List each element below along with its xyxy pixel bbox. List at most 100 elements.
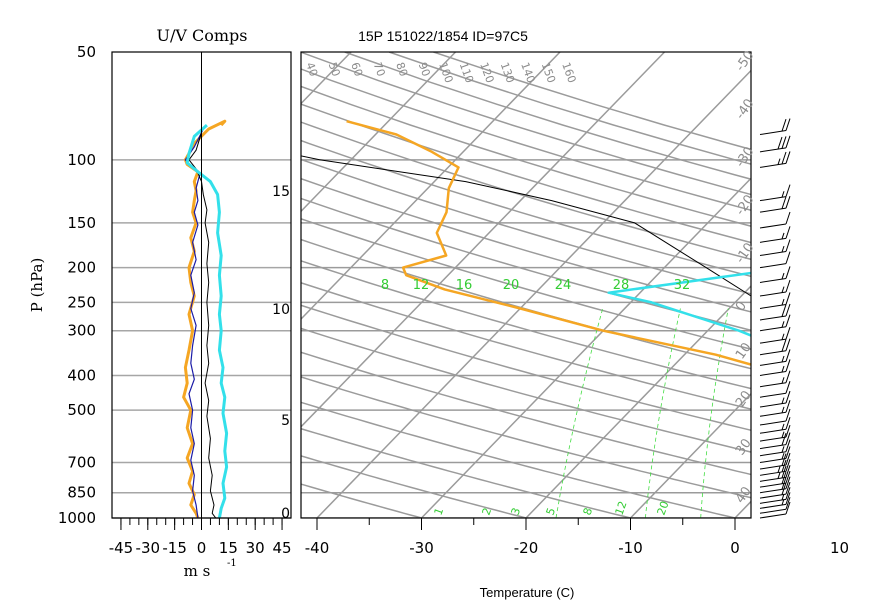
wind-barb-flag [785, 481, 791, 495]
dry-adiabat-label: 90 [416, 61, 433, 79]
wind-barb-half-flag [781, 365, 785, 373]
wind-barb-flag [785, 370, 791, 383]
wind-barb [759, 118, 791, 136]
wind-barb-shaft [759, 458, 787, 464]
mixing-ratio-line [555, 308, 604, 518]
wind-barb [759, 370, 791, 388]
mixing-ratio-label: 20 [503, 278, 520, 293]
uv-x-axis-title: m s [184, 562, 211, 580]
wind-barb-flag [785, 390, 791, 404]
wind-barb-shaft [759, 476, 787, 482]
wind-barb [759, 226, 791, 243]
wind-barb-shaft [759, 420, 787, 426]
pressure-tick-label: 700 [67, 454, 96, 472]
isotherm-edge-label: -20 [733, 192, 757, 218]
wind-barb-shaft [759, 382, 787, 388]
wind-barb-shaft [759, 303, 787, 309]
wind-barb-flag [785, 459, 791, 472]
wind-barb [759, 452, 791, 470]
wind-barb-flag [785, 303, 791, 317]
mixing-ratio-bottom-label: 8 [581, 506, 596, 517]
wind-barb-shaft [759, 315, 787, 321]
pressure-tick-label: 400 [67, 366, 96, 384]
wind-barb-shaft [759, 207, 787, 213]
wind-barb-half-flag [781, 397, 785, 404]
wind-barb [759, 266, 791, 283]
wind-barb-shaft [759, 503, 787, 509]
wind-barb-flag [785, 417, 791, 430]
dry-adiabat [301, 401, 736, 518]
dry-adiabat [301, 260, 751, 390]
wind-barb-flag [785, 226, 791, 239]
pressure-tick-label: 850 [67, 484, 96, 502]
dry-adiabat-label: 130 [498, 61, 517, 85]
wind-barb-flag [781, 453, 787, 466]
wind-barb [759, 359, 791, 376]
wind-barb-flag [785, 487, 791, 500]
mixing-ratio-label: 16 [456, 278, 473, 293]
wind-barb-shaft [759, 251, 787, 257]
wind-barb-half-flag [781, 298, 785, 306]
pressure-tick-label: 500 [67, 401, 96, 419]
wind-barb-shaft [759, 493, 787, 499]
wind-barb [759, 432, 791, 450]
dry-adiabat [301, 197, 751, 332]
isotherm-gridline [301, 52, 666, 428]
pressure-tick-label: 50 [77, 43, 96, 61]
isotherm-gridline [840, 52, 887, 518]
wind-barb [759, 292, 791, 309]
wind-barb-flag [785, 184, 791, 197]
height-km-label: 15 [272, 184, 290, 200]
wind-barb-half-flag [781, 191, 785, 198]
wind-barb [759, 492, 791, 509]
wind-barb [759, 446, 791, 464]
dry-adiabat-label: 80 [393, 61, 410, 79]
wind-barb-half-flag [777, 472, 781, 479]
dry-adiabat [301, 304, 751, 432]
wind-barb-flag [781, 304, 787, 317]
wind-barb [759, 390, 791, 408]
wind-barb [759, 408, 791, 426]
wind-barb-flag [785, 151, 791, 164]
wind-barb-half-flag [781, 452, 785, 460]
wind-barb [759, 239, 791, 257]
wind-barb-shaft [759, 130, 787, 136]
wind-barb [759, 303, 791, 321]
dry-adiabat [301, 483, 422, 518]
temperature-tick-label: -40 [305, 539, 330, 557]
wind-barb [759, 459, 791, 476]
isotherm-edge-label: 0 [733, 299, 750, 314]
wind-barb-shaft [759, 428, 787, 434]
isotherm-gridline [0, 52, 142, 518]
wind-barb-flag [785, 279, 791, 293]
uv-profile-line [188, 132, 217, 518]
isotherm-gridline [734, 500, 751, 518]
temperature-tick-label: 10 [830, 539, 849, 557]
wind-barb [759, 424, 791, 442]
wind-barb-half-flag [781, 321, 785, 328]
wind-barb-flag [781, 433, 787, 446]
wind-barb-flag [785, 338, 791, 351]
isotherm-gridline [525, 284, 751, 518]
mixing-ratio-line [700, 308, 729, 518]
wind-barb-flag [785, 424, 791, 438]
wind-barb [759, 417, 791, 434]
wind-barb-flag [781, 459, 787, 473]
wind-barb-shaft [759, 513, 787, 519]
wind-barb-flag [785, 465, 791, 478]
isotherm-gridline [301, 52, 561, 321]
dry-adiabat-label: 150 [539, 61, 558, 85]
uv-x-tick-label: -30 [136, 539, 161, 557]
wind-barb-flag [785, 196, 791, 209]
wind-barb-flag [785, 251, 791, 264]
uv-panel-title: U/V Comps [156, 26, 247, 45]
mixing-ratio-label: 24 [555, 278, 572, 293]
wind-barb-flag [781, 339, 787, 352]
dry-adiabat [301, 238, 751, 370]
temperature-tick-label: -20 [514, 539, 539, 557]
wind-barb-flag [785, 135, 791, 149]
wind-barb-shaft [759, 451, 787, 457]
pressure-axis-title: P (hPa) [28, 258, 46, 313]
